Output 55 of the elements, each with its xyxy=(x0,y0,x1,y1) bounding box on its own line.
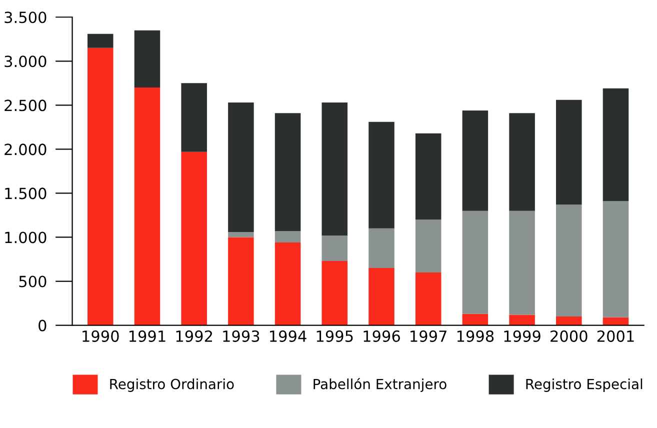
bar xyxy=(462,314,488,326)
bar xyxy=(556,100,582,205)
bar xyxy=(134,30,160,88)
x-tick-label: 2001 xyxy=(597,330,634,342)
bar xyxy=(228,232,254,238)
bar xyxy=(322,102,348,236)
bar xyxy=(556,316,582,326)
bar xyxy=(602,201,629,318)
bar xyxy=(368,268,394,326)
bar xyxy=(274,113,301,232)
legend-label: Registro Ordinario xyxy=(110,378,234,392)
bar xyxy=(134,88,160,326)
y-tick-label: 500 xyxy=(19,276,46,288)
x-tick-label: 1995 xyxy=(316,330,353,342)
x-tick-label: 1993 xyxy=(223,330,260,342)
legend-label: Pabellón Extranjero xyxy=(314,378,446,392)
bar xyxy=(322,261,348,326)
x-tick-label: 1990 xyxy=(82,330,119,342)
bar xyxy=(556,204,582,316)
x-tick-label: 1992 xyxy=(176,330,212,342)
y-tick-label: 3.000 xyxy=(4,56,46,68)
legend-label: Registro Especial xyxy=(526,378,642,392)
x-tick-label: 1994 xyxy=(270,330,306,342)
y-tick-label: 1.500 xyxy=(5,188,46,200)
x-tick-label: 1996 xyxy=(364,330,400,342)
bar xyxy=(368,228,394,268)
x-tick-label: 2000 xyxy=(550,330,588,342)
x-tick-label: 1999 xyxy=(504,330,540,342)
bar xyxy=(181,152,207,326)
bar xyxy=(87,34,114,48)
bar xyxy=(415,133,442,220)
bar xyxy=(368,122,394,228)
bar xyxy=(181,83,207,152)
y-tick-label: 2.500 xyxy=(4,100,46,112)
bar xyxy=(274,242,301,326)
x-tick-label: 1997 xyxy=(410,330,446,342)
y-tick-label: 3.500 xyxy=(4,12,46,24)
bar xyxy=(509,210,535,315)
bar xyxy=(87,48,114,326)
bar xyxy=(509,113,535,211)
bar xyxy=(602,88,629,202)
bar xyxy=(415,272,442,326)
bar xyxy=(415,220,442,272)
bar xyxy=(462,110,488,211)
bar xyxy=(228,237,254,326)
bar xyxy=(462,210,488,314)
x-tick-label: 1991 xyxy=(129,330,166,342)
y-tick-label: 0 xyxy=(38,320,46,332)
y-tick-label: 2.000 xyxy=(4,144,46,156)
bar xyxy=(228,102,254,232)
bar xyxy=(322,235,348,262)
bar xyxy=(274,231,301,243)
y-tick-label: 1.000 xyxy=(5,232,46,244)
x-tick-label: 1998 xyxy=(457,330,494,342)
bar xyxy=(509,314,535,326)
